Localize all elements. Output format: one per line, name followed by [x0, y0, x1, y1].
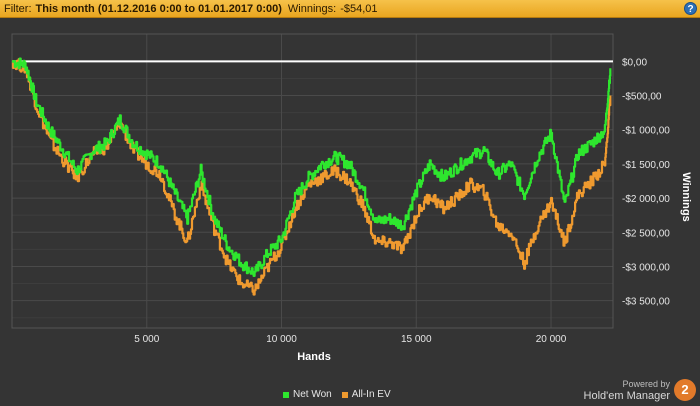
legend-swatch-net-won: [283, 391, 289, 398]
winnings-label: Winnings:: [287, 2, 337, 15]
x-tick-label: 15 000: [401, 334, 432, 345]
winnings-chart: $0,00 -$500,00 -$1 000,00 -$1 500,00 -$2 000…: [11, 33, 692, 363]
x-tick-label: 20 000: [536, 334, 567, 345]
series-line-net-won: [11, 57, 612, 277]
chart-grid: [11, 33, 614, 329]
x-tick-label: 5 000: [134, 334, 159, 345]
x-axis-title: Hands: [297, 351, 331, 363]
hm2-logo-icon: 2: [674, 379, 696, 401]
y-tick-label: $0,00: [622, 57, 647, 68]
branding: Powered by Hold'em Manager: [584, 378, 670, 402]
question-mark-icon[interactable]: ?: [684, 2, 697, 15]
y-tick-label: -$3 000,00: [622, 262, 670, 273]
y-tick-label: -$1 500,00: [622, 160, 670, 171]
x-tick-label: 10 000: [266, 334, 297, 345]
legend-item-net-won[interactable]: Net Won: [283, 389, 332, 400]
y-axis-ticks: $0,00 -$500,00 -$1 000,00 -$1 500,00 -$2 000…: [622, 57, 670, 307]
filter-value[interactable]: This month (01.12.2016 0:00 to 01.01.201…: [35, 2, 282, 15]
y-tick-label: -$2 000,00: [622, 194, 670, 205]
y-axis-title: Winnings: [680, 172, 692, 221]
product-name: Hold'em Manager: [583, 390, 670, 402]
y-tick-label: -$500,00: [622, 92, 662, 103]
y-tick-label: -$3 500,00: [622, 297, 670, 308]
powered-by-text: Powered by: [622, 379, 670, 389]
legend-item-all-in-ev[interactable]: All-In EV: [341, 389, 391, 400]
chart-series: [11, 57, 612, 296]
filter-label: Filter:: [4, 2, 32, 15]
legend-label-all-in-ev: All-In EV: [351, 389, 391, 400]
filter-bar: Filter: This month (01.12.2016 0:00 to 0…: [0, 0, 700, 18]
legend-swatch-all-in-ev: [341, 391, 348, 398]
x-axis-ticks: 5 000 10 000 15 000 20 000: [134, 334, 567, 345]
y-tick-label: -$2 500,00: [622, 228, 670, 239]
y-tick-label: -$1 000,00: [622, 126, 670, 137]
legend-label-net-won: Net Won: [293, 389, 332, 400]
plot-area: [11, 33, 614, 329]
winnings-value: -$54,01: [340, 2, 378, 15]
chart-legend: Net Won All-In EV: [283, 389, 401, 400]
